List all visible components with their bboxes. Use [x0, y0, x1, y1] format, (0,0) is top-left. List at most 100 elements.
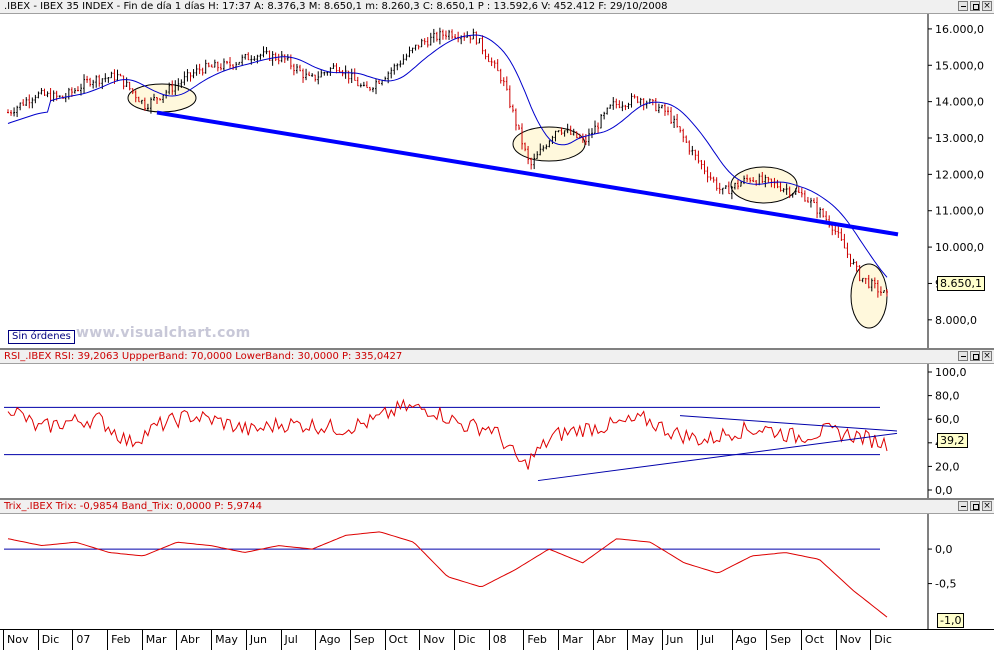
trix-panel-header: Trix_.IBEX Trix: -0,9854 Band_Trix: 0,00… [0, 500, 994, 514]
price-y-tick-label: 15.000,0 [935, 59, 984, 72]
rsi-line [7, 398, 888, 470]
minimize-icon[interactable] [958, 501, 968, 511]
rsi-panel-header: RSI_.IBEX RSI: 39,2063 UppperBand: 70,00… [0, 350, 994, 364]
time-axis-label: Dic [874, 633, 892, 646]
time-axis-tick [3, 630, 4, 650]
time-axis-tick [800, 630, 802, 650]
time-axis-label: Nov [7, 633, 29, 646]
rsi-support-trendline [537, 432, 898, 482]
price-chart[interactable]: 16.000,0 15.000,0 14.000,0 13.000,0 12.000,0… [0, 14, 994, 348]
time-axis-label: 08 [492, 633, 507, 646]
close-icon[interactable]: × [982, 1, 992, 11]
trix-chart[interactable]: 0,0 -0,5 [0, 514, 994, 629]
maximize-icon[interactable] [970, 501, 980, 511]
time-axis-tick [454, 630, 455, 650]
time-axis-tick [696, 630, 698, 650]
watermark: www.visualchart.com [76, 325, 251, 341]
time-axis-label: Oct [804, 633, 824, 646]
price-y-tick-label: 10.000,0 [935, 241, 984, 254]
rsi-chart[interactable]: 100,080,060,040,020,00,0 [0, 364, 994, 498]
time-axis-label: Sep [770, 633, 791, 646]
moving-average-line [7, 34, 888, 278]
time-axis-label: Nov [839, 633, 862, 646]
time-axis-label: Ago [319, 633, 341, 646]
close-icon[interactable]: × [982, 501, 992, 511]
time-axis-tick [731, 630, 733, 650]
rsi-resistance-trendline [679, 415, 898, 432]
time-axis-tick [523, 630, 525, 650]
time-axis-tick [280, 630, 282, 650]
highlight-ellipse [850, 263, 888, 329]
time-axis-label: May [631, 633, 655, 646]
rsi-y-tick-label: 20,0 [935, 460, 960, 473]
rsi-panel[interactable]: RSI_.IBEX RSI: 39,2063 UppperBand: 70,00… [0, 350, 994, 498]
time-axis-tick [488, 630, 490, 650]
price-y-tick-label: 12.000,0 [935, 168, 984, 181]
time-axis-tick [558, 630, 560, 650]
time-axis-tick [419, 630, 421, 650]
trix-line [7, 531, 888, 618]
trix-y-tick-label: -0,5 [935, 578, 956, 591]
time-axis-label: Feb [527, 633, 547, 646]
trix-y-tick-label: 0,0 [935, 543, 953, 556]
price-y-tick-label: 16.000,0 [935, 23, 984, 36]
rsi-last-value-label: 39,2 [937, 433, 968, 448]
rsi-y-tick-label: 60,0 [935, 413, 960, 426]
time-axis-label: Mar [145, 633, 167, 646]
price-y-tick-label: 13.000,0 [935, 132, 984, 145]
time-axis-tick [245, 630, 247, 650]
panel-separator[interactable] [0, 348, 994, 350]
time-axis-label: Jul [700, 633, 715, 646]
time-axis-label: Abr [596, 633, 616, 646]
time-axis-label: Sep [353, 633, 375, 646]
time-axis-tick [349, 630, 351, 650]
time-axis-tick [870, 630, 872, 650]
price-y-axis-bg [928, 14, 994, 348]
time-axis-label: 07 [76, 633, 91, 646]
price-panel-header: .IBEX - IBEX 35 INDEX - Fin de día 1 día… [0, 0, 994, 14]
price-header-text: .IBEX - IBEX 35 INDEX - Fin de día 1 día… [4, 1, 668, 12]
time-axis-tick [835, 630, 837, 650]
time-axis-label: Jun [249, 633, 268, 646]
minimize-icon[interactable] [958, 1, 968, 11]
time-axis-tick [315, 630, 317, 650]
time-axis[interactable]: Nov Dic 07 Feb Mar Abr May Jun Jul Ago Sep Oct Nov Di… [0, 629, 994, 650]
time-axis-label: Dic [41, 633, 60, 646]
time-axis-tick [211, 630, 213, 650]
time-axis-tick [176, 630, 178, 650]
rsi-header-text: RSI_.IBEX RSI: 39,2063 UppperBand: 70,00… [4, 351, 403, 362]
price-panel[interactable]: .IBEX - IBEX 35 INDEX - Fin de día 1 día… [0, 0, 994, 348]
time-axis-tick [766, 630, 768, 650]
time-axis-label: Feb [111, 633, 131, 646]
time-axis-tick [384, 630, 386, 650]
time-axis-label: Mar [562, 633, 583, 646]
time-axis-label: Jul [284, 633, 298, 646]
rsi-y-axis-bg [928, 364, 994, 498]
price-y-tick-label: 11.000,0 [935, 205, 984, 218]
time-axis-tick [627, 630, 629, 650]
time-axis-label: Abr [180, 633, 200, 646]
sin-ordenes-button[interactable]: Sin órdenes [8, 330, 75, 344]
time-axis-label: May [215, 633, 238, 646]
panel-separator[interactable] [0, 498, 994, 500]
trix-last-value-label: -1,0 [937, 613, 965, 628]
rsi-y-tick-label: 80,0 [935, 390, 960, 403]
time-axis-label: Ago [735, 633, 757, 646]
time-axis-tick [141, 630, 143, 650]
trix-header-text: Trix_.IBEX Trix: -0,9854 Band_Trix: 0,00… [4, 501, 262, 512]
time-axis-tick [72, 630, 74, 650]
time-axis-tick [107, 630, 109, 650]
support-trendline [156, 110, 899, 237]
time-axis-label: Oct [388, 633, 408, 646]
trix-y-axis-bg [928, 514, 994, 629]
last-price-label: 8.650,1 [937, 276, 985, 291]
maximize-icon[interactable] [970, 351, 980, 361]
trix-panel[interactable]: Trix_.IBEX Trix: -0,9854 Band_Trix: 0,00… [0, 500, 994, 629]
time-axis-label: Dic [458, 633, 476, 646]
minimize-icon[interactable] [958, 351, 968, 361]
time-axis-label: Jun [666, 633, 684, 646]
time-axis-tick [592, 630, 594, 650]
time-axis-tick [37, 630, 39, 650]
close-icon[interactable]: × [982, 351, 992, 361]
maximize-icon[interactable] [970, 1, 980, 11]
